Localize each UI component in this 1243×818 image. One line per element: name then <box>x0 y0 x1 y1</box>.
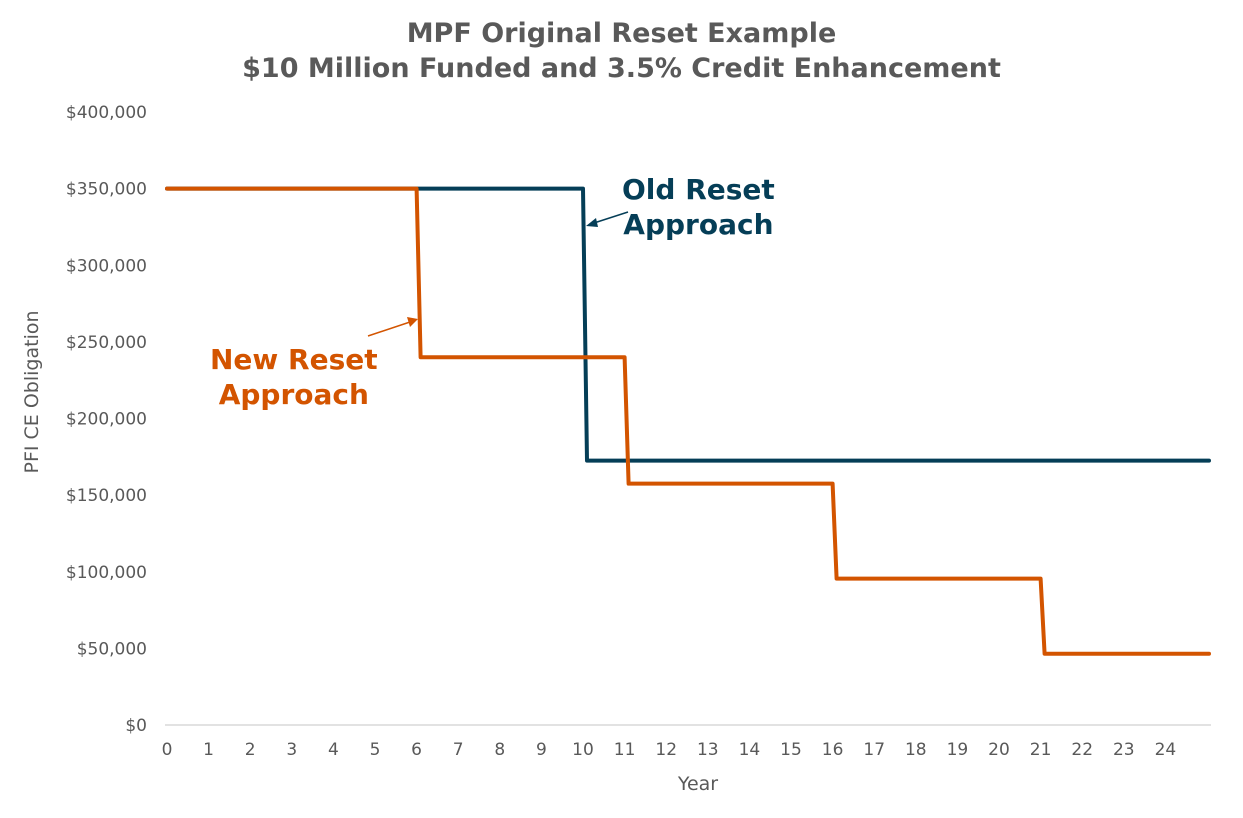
x-tick-label: 6 <box>411 740 422 760</box>
y-axis-label: PFI CE Obligation <box>21 310 43 473</box>
chart-title: MPF Original Reset Example $10 Million F… <box>0 16 1243 86</box>
chart-title-line2: $10 Million Funded and 3.5% Credit Enhan… <box>242 53 1001 84</box>
new-reset-annotation: New Reset Approach <box>210 342 378 412</box>
y-tick-label: $150,000 <box>66 486 147 506</box>
x-axis: 0 1 2 3 4 5 6 7 8 9 10 11 12 13 14 15 16 17 18 19 20 21 22 23 24 <box>162 724 1211 760</box>
annotation-arrows <box>367 211 629 337</box>
old-reset-annotation-line1: Old Reset <box>622 173 775 206</box>
x-tick-label: 4 <box>328 740 339 760</box>
y-tick-label: $250,000 <box>66 333 147 353</box>
chart-title-line1: MPF Original Reset Example <box>406 18 837 49</box>
x-tick-label: 10 <box>572 740 594 760</box>
x-tick-label: 3 <box>286 740 297 760</box>
x-axis-label: Year <box>677 773 718 795</box>
y-tick-label: $400,000 <box>66 103 147 123</box>
x-tick-label: 18 <box>905 740 927 760</box>
y-tick-label: $100,000 <box>66 563 147 583</box>
new-reset-annotation-line2: Approach <box>218 378 369 411</box>
x-tick-label: 1 <box>203 740 214 760</box>
y-tick-label: $300,000 <box>66 256 147 276</box>
series-line-new-reset-approach <box>165 186 1211 656</box>
x-tick-label: 19 <box>947 740 969 760</box>
old-reset-arrow <box>593 211 629 224</box>
x-tick-label: 23 <box>1113 740 1135 760</box>
x-tick-label: 11 <box>614 740 636 760</box>
x-tick-label: 13 <box>697 740 719 760</box>
x-tick-label: 9 <box>536 740 547 760</box>
x-tick-label: 7 <box>453 740 464 760</box>
x-tick-label: 15 <box>780 740 802 760</box>
x-tick-label: 2 <box>245 740 256 760</box>
x-tick-label: 0 <box>162 740 173 760</box>
y-tick-label: $0 <box>125 716 147 736</box>
old-reset-annotation: Old Reset Approach <box>622 172 775 242</box>
new-reset-arrowhead <box>407 317 418 327</box>
x-tick-label: 12 <box>655 740 677 760</box>
x-tick-label: 20 <box>988 740 1010 760</box>
x-tick-label: 17 <box>863 740 885 760</box>
y-axis: $0 $50,000 $100,000 $150,000 $200,000 $250,00… <box>66 103 147 736</box>
y-tick-label: $200,000 <box>66 410 147 430</box>
y-tick-label: $50,000 <box>77 639 147 659</box>
x-tick-label: 14 <box>739 740 761 760</box>
old-reset-arrowhead <box>586 218 598 227</box>
new-reset-arrow <box>367 321 411 337</box>
old-reset-annotation-line2: Approach <box>623 208 774 241</box>
x-tick-label: 24 <box>1155 740 1177 760</box>
x-tick-label: 5 <box>370 740 381 760</box>
new-reset-annotation-line1: New Reset <box>210 343 378 376</box>
x-tick-label: 16 <box>822 740 844 760</box>
y-tick-label: $350,000 <box>66 180 147 200</box>
x-tick-label: 22 <box>1071 740 1093 760</box>
series-group <box>165 186 1211 656</box>
x-tick-label: 21 <box>1030 740 1052 760</box>
x-tick-label: 8 <box>494 740 505 760</box>
